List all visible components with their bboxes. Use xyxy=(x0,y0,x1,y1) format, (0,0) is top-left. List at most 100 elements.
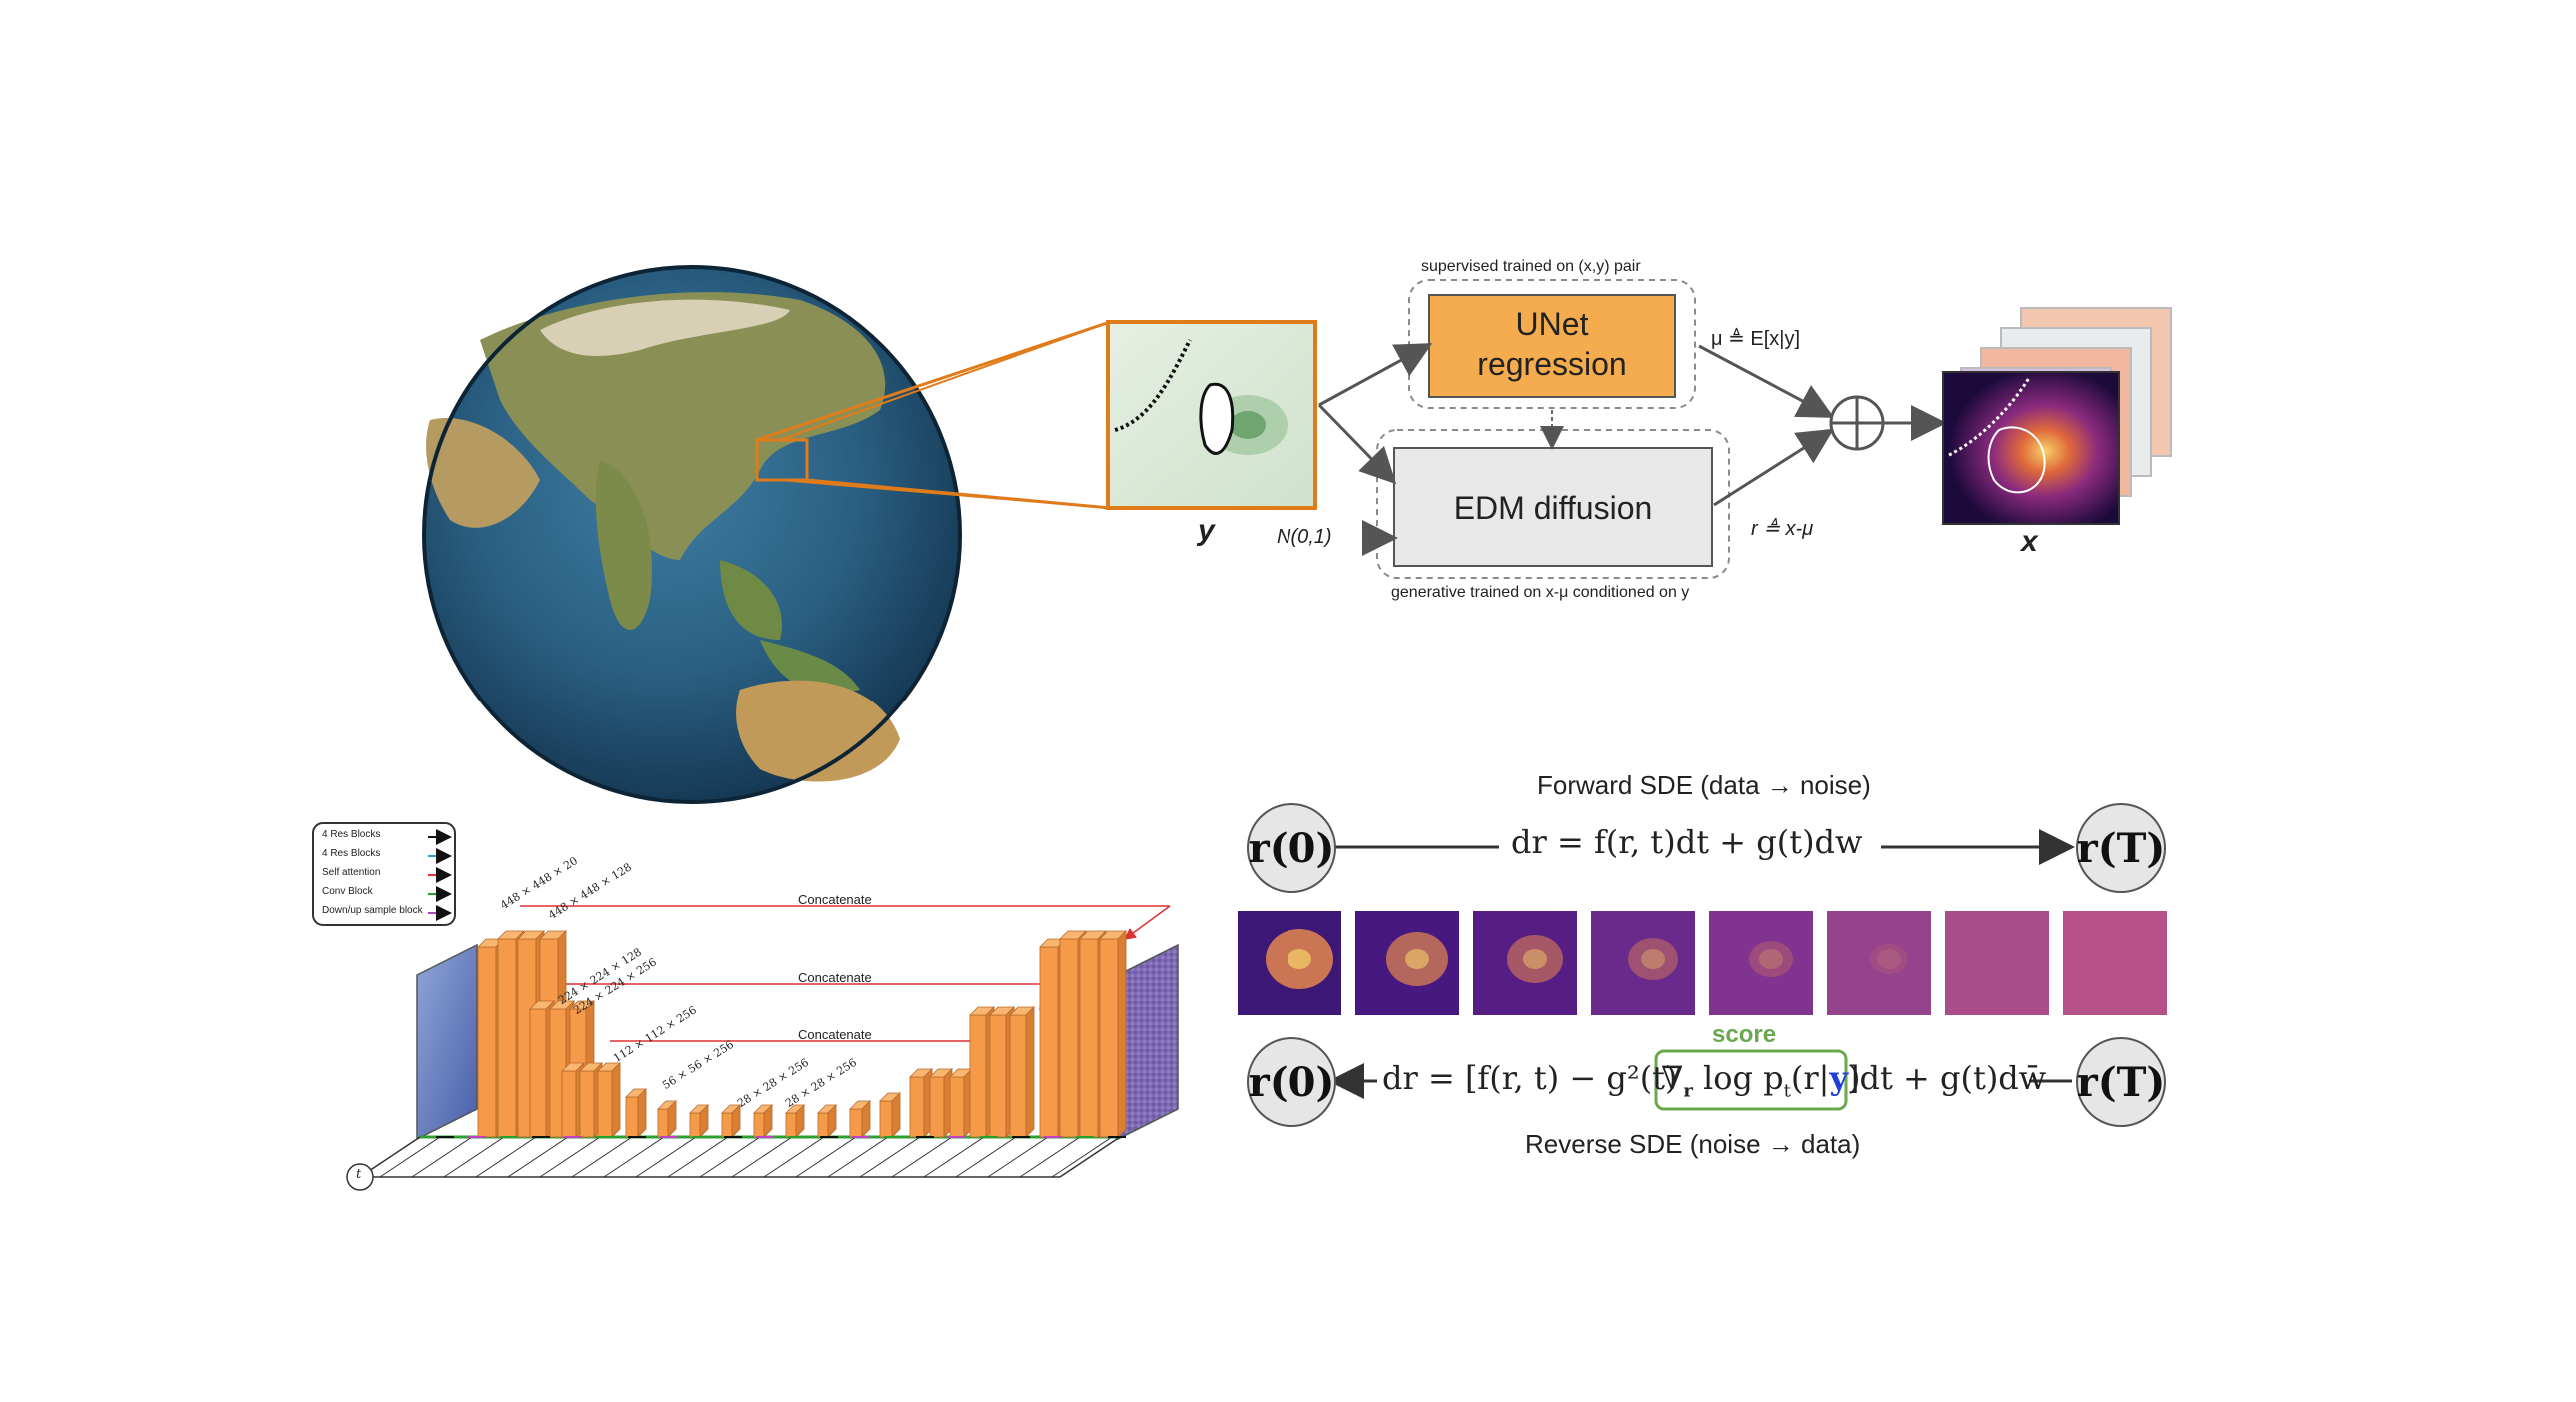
concatenate-label-3: Concatenate xyxy=(798,1027,872,1042)
unet-block xyxy=(597,1070,613,1138)
diffusion-frame-eye xyxy=(1523,949,1547,969)
diffusion-frame-eye xyxy=(1641,949,1665,969)
unet-label-line1: UNet xyxy=(1515,306,1589,342)
diffusion-frame-eye xyxy=(1877,949,1901,969)
diffusion-frame xyxy=(2063,911,2167,1015)
forward-sde-title: Forward SDE (data → noise) xyxy=(1537,770,1871,800)
unet-block-side xyxy=(1025,1006,1035,1138)
forward-r0-node: r(0) xyxy=(1247,803,1336,893)
unet-time-link xyxy=(475,1136,537,1178)
unet-blocks xyxy=(477,930,1127,1138)
unet-block xyxy=(969,1014,987,1138)
unet-block xyxy=(929,1076,945,1138)
score-y: y xyxy=(1829,1059,1849,1097)
arrow-y-to-edm xyxy=(1317,403,1397,485)
score-log-p: log p xyxy=(1692,1059,1784,1097)
unet-block xyxy=(1079,938,1099,1138)
unet-block xyxy=(561,1070,577,1138)
legend-item-conv-block: Conv Block xyxy=(322,886,373,897)
forward-rT-text: r(T) xyxy=(2076,824,2166,872)
arrow-unet-to-sum xyxy=(1698,344,1835,418)
arrow-y-to-unet xyxy=(1318,343,1433,407)
unet-block-side xyxy=(1117,930,1127,1138)
unet-block xyxy=(949,1076,965,1138)
unet-block xyxy=(625,1096,639,1138)
unet-time-link xyxy=(731,1136,793,1178)
edm-label: EDM diffusion xyxy=(1453,490,1653,526)
output-stack-x xyxy=(1942,307,2172,525)
unet-time-link xyxy=(667,1136,729,1178)
unet-time-link xyxy=(635,1136,697,1178)
legend-item-res-blocks-2: 4 Res Blocks xyxy=(322,848,381,859)
forward-r0-text: r(0) xyxy=(1248,824,1335,872)
score-box xyxy=(1654,1049,1848,1111)
unet-block xyxy=(1039,946,1059,1138)
diffusion-frame-eye xyxy=(1405,949,1429,969)
unet-time-link xyxy=(539,1136,601,1178)
mu-label: μ ≜ E[x|y] xyxy=(1711,328,1801,350)
unet-time-link xyxy=(1019,1136,1081,1178)
unet-block xyxy=(1059,938,1079,1138)
globe-image xyxy=(422,265,962,804)
score-cond-close: ) xyxy=(1848,1059,1861,1097)
concatenate-label-1: Concatenate xyxy=(798,892,872,907)
diffusion-frame-storm xyxy=(1507,935,1563,983)
unet-time-link xyxy=(379,1136,441,1178)
legend-item-updown-block: Down/up sample block xyxy=(322,905,423,916)
arrow-edm-to-sum xyxy=(1713,428,1835,507)
unet-block xyxy=(657,1108,669,1138)
score-term: ∇r log pt(r|y) xyxy=(1661,1059,1861,1101)
unet-block xyxy=(909,1076,925,1138)
input-label-y: y xyxy=(1198,514,1215,547)
unet-block xyxy=(721,1112,733,1138)
unet-block-side xyxy=(861,1100,871,1138)
unet-time-link xyxy=(1051,1136,1113,1178)
unet-time-link xyxy=(795,1136,857,1178)
unet-time-link xyxy=(507,1136,569,1178)
input-field-y xyxy=(1106,320,1317,510)
unet-time-link xyxy=(987,1136,1049,1178)
diffusion-frame-eye xyxy=(1759,949,1783,969)
reverse-sde-title: Reverse SDE (noise → data) xyxy=(1525,1129,1861,1159)
reverse-rT-node: r(T) xyxy=(2076,1037,2166,1127)
t-label: t xyxy=(356,1167,362,1182)
reverse-equation-left: dr = [f(r, t) − g²(t) xyxy=(1382,1059,1678,1097)
unet-block xyxy=(579,1070,595,1138)
score-nabla-sub: r xyxy=(1683,1080,1693,1102)
unet-block xyxy=(1099,938,1119,1138)
unet-time-link xyxy=(763,1136,825,1178)
unet-block-side xyxy=(667,1100,677,1138)
unet-block-side xyxy=(891,1092,901,1138)
unet-block xyxy=(785,1112,797,1138)
forward-rT-node: r(T) xyxy=(2076,803,2166,893)
unet-block-side xyxy=(637,1088,647,1138)
unet-time-link xyxy=(827,1136,889,1178)
diffusion-frame xyxy=(1709,911,1813,1015)
unet-block xyxy=(989,1014,1007,1138)
reverse-equation-right: ]dt + g(t)dw̄ xyxy=(1847,1059,2047,1097)
unet-block xyxy=(849,1108,863,1138)
unet-block-side xyxy=(763,1104,773,1138)
concatenate-label-2: Concatenate xyxy=(798,970,872,985)
unet-block xyxy=(879,1100,893,1138)
unet-time-link xyxy=(571,1136,633,1178)
unet-block-side xyxy=(827,1104,837,1138)
unet-time-link xyxy=(891,1136,953,1178)
unet-block xyxy=(689,1112,701,1138)
reverse-r0-node: r(0) xyxy=(1247,1037,1336,1127)
r-label: r ≜ x-μ xyxy=(1751,518,1814,540)
unet-block xyxy=(753,1112,765,1138)
score-label: score xyxy=(1712,1021,1777,1048)
score-nabla: ∇ xyxy=(1661,1059,1684,1097)
diffusion-frame-storm xyxy=(1628,938,1678,980)
output-label-x: x xyxy=(2021,525,2038,558)
unet-block xyxy=(529,1008,547,1138)
unet-time-link xyxy=(603,1136,665,1178)
diffusion-frame xyxy=(1591,911,1695,1015)
unet-block-side xyxy=(699,1104,709,1138)
unet-label-line2: regression xyxy=(1477,346,1627,382)
diffusion-frame-eye xyxy=(1288,949,1311,969)
diffusion-frame-storm xyxy=(1870,944,1908,974)
